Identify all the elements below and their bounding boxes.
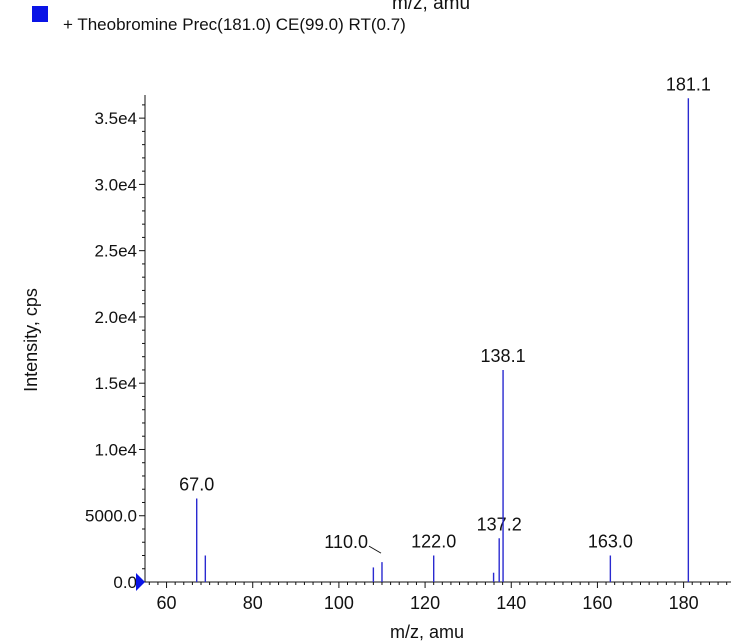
peak-label: 67.0 — [179, 475, 214, 495]
y-tick-label: 1.0e4 — [94, 440, 137, 459]
peak-label: 181.1 — [666, 74, 711, 94]
y-tick-label: 5000.0 — [85, 507, 137, 526]
peak-label: 163.0 — [588, 531, 633, 551]
y-tick-label: 3.5e4 — [94, 109, 137, 128]
legend-marker — [32, 6, 48, 22]
x-tick-label: 160 — [582, 593, 612, 613]
x-tick-label: 60 — [157, 593, 177, 613]
legend-text: + Theobromine Prec(181.0) CE(99.0) RT(0.… — [63, 15, 406, 34]
top-clipped-axis-label: m/z, amu — [392, 0, 470, 14]
y-origin-marker — [136, 573, 145, 591]
y-tick-label: 0.0 — [113, 573, 137, 592]
y-tick-label: 3.0e4 — [94, 175, 137, 194]
peak-label: 110.0 — [324, 532, 368, 552]
x-tick-label: 120 — [410, 593, 440, 613]
peaks: 67.0 110.0 122.0 137.2 138.1 163.0 181.1 — [179, 74, 711, 582]
x-tick-label: 80 — [243, 593, 263, 613]
peak-label: 137.2 — [477, 514, 522, 534]
x-axis-title: m/z, amu — [390, 622, 464, 642]
x-tick-label: 180 — [669, 593, 699, 613]
y-axis-title: Intensity, cps — [21, 288, 41, 392]
y-tick-label: 2.0e4 — [94, 308, 137, 327]
peak-label: 138.1 — [481, 346, 526, 366]
axes: 0.0 5000.0 1.0e4 1.5e4 2.0e4 2.5e4 3.0e4 3.5e4 6… — [85, 95, 731, 613]
y-tick-label: 1.5e4 — [94, 374, 137, 393]
peak-label: 122.0 — [411, 531, 456, 551]
x-tick-label: 100 — [324, 593, 354, 613]
y-tick-label: 2.5e4 — [94, 242, 137, 261]
peak-label-leader — [368, 545, 382, 554]
x-tick-label: 140 — [496, 593, 526, 613]
